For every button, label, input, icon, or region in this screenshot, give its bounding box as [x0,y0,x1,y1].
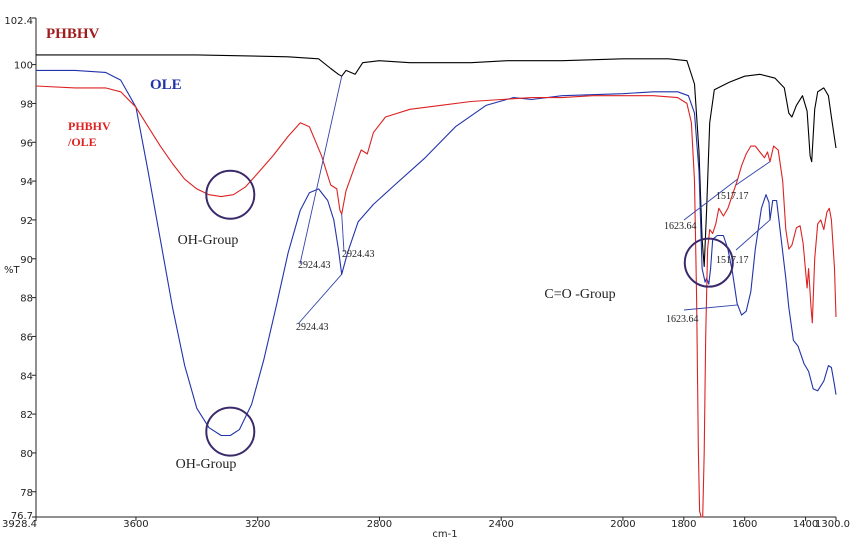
y-tick-label: 102.4 [4,16,33,27]
y-axis-title: %T [4,265,21,276]
y-tick-label: 94 [20,177,33,188]
y-tick-label: 80 [20,449,33,460]
x-tick-label: 1800 [671,519,696,530]
y-tick-label: 86 [20,332,33,343]
y-tick-label: 78 [20,488,33,499]
peak-leader-line [683,304,738,311]
peak-label: 1517.17 [716,191,749,202]
x-tick-label: 1600 [732,519,757,530]
series-line-phbhv [36,54,837,268]
peak-leader-line [735,219,771,251]
series-labels: PHBHV OLE PHBHV/OLE [46,26,182,149]
y-tick-label: 84 [20,371,33,382]
annotation-layer: 2924.43 2924.43 2924.43 1623.64 1517.17 1623.… [176,76,771,472]
x-tick-label: 1300.0 [815,519,850,530]
series-label: PHBHV [68,119,111,133]
y-tick-label: 90 [20,255,33,266]
series-layer [35,54,837,518]
y-tick-label: 92 [20,216,33,227]
y-ticks: 76.7 78 80 82 84 86 88 90 92 94 96 98 100 102.4 [4,16,36,522]
peak-leader-line [297,273,343,325]
x-tick-label: 2000 [610,519,635,530]
x-tick-label: 1400 [793,519,818,530]
series-line-phbhv-ole [35,85,837,518]
group-highlight-circle [205,169,256,220]
x-tick-label: 2400 [488,519,513,530]
peak-leader-line [341,214,345,253]
group-highlight-circle [683,237,734,288]
y-tick-label: 96 [20,138,33,149]
peak-label: 2924.43 [298,260,331,271]
y-tick-label: 88 [20,294,33,305]
y-tick-label: 76.7 [11,511,33,522]
series-label: PHBHV [46,26,100,42]
x-axis-title: cm-1 [432,529,457,537]
x-tick-label: 2800 [367,519,392,530]
peak-label: 2924.43 [342,249,375,260]
x-tick-label: 3200 [245,519,270,530]
peak-leader-line [735,161,771,186]
group-label: C=O -Group [544,287,615,302]
x-ticks: 3928.4 3600 3200 2800 2400 2000 1800 1600 140013… [2,517,850,530]
y-tick-label: 82 [20,410,33,421]
y-tick-label: 100 [14,61,33,72]
group-label: OH-Group [178,233,239,248]
y-tick-label: 98 [20,99,33,110]
x-tick-label: 3928.4 [2,519,37,530]
group-highlight-circle [205,406,256,457]
series-label: OLE [150,77,182,93]
series-line-ole [36,69,837,437]
peak-leader-line [683,178,738,221]
group-label: OH-Group [176,457,237,472]
series-label: /OLE [67,135,97,149]
peak-label: 1623.64 [664,221,697,232]
x-tick-label: 3600 [123,519,148,530]
peak-label: 2924.43 [296,322,329,333]
peak-label: 1623.64 [666,314,699,325]
peak-leader-line [299,76,343,265]
